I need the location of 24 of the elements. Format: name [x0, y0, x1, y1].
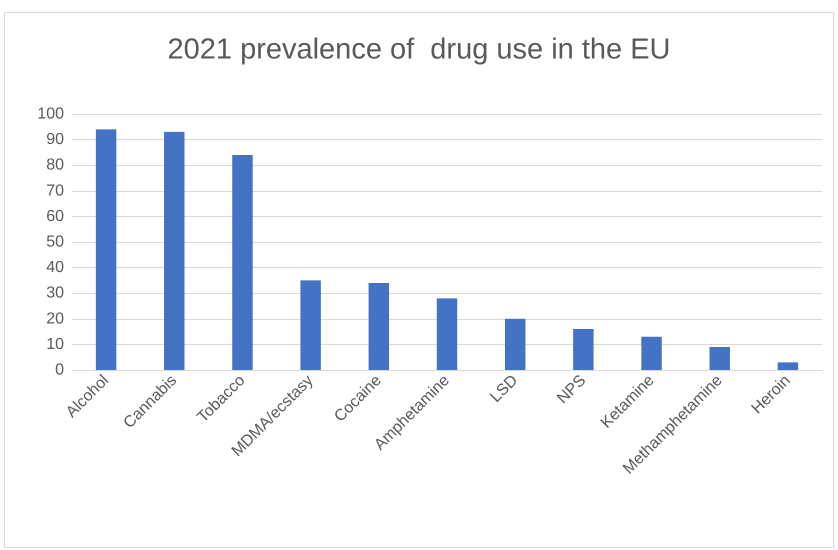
y-tick-label: 40 — [46, 259, 64, 276]
y-tick-label: 20 — [46, 310, 64, 328]
bar — [504, 318, 526, 370]
chart-title: 2021 prevalence of drug use in the EU — [168, 34, 670, 66]
x-tick-label: LSD — [487, 372, 522, 406]
y-tick-label: 60 — [46, 208, 64, 225]
y-tick-label: 50 — [46, 234, 64, 250]
bar — [232, 154, 253, 370]
y-tick-label: 90 — [46, 131, 64, 148]
bar — [96, 129, 116, 370]
bar — [641, 336, 662, 370]
y-tick-label: 30 — [46, 284, 64, 302]
bar — [778, 362, 798, 370]
y-tick-label: 10 — [46, 336, 64, 353]
y-tick-label: 70 — [46, 182, 64, 200]
bar — [300, 280, 321, 370]
y-tick-label: 80 — [46, 156, 64, 174]
y-tick-label: 0 — [55, 362, 64, 378]
bar — [436, 298, 458, 370]
bar — [368, 282, 390, 370]
bar — [164, 132, 184, 370]
bar — [573, 329, 594, 370]
y-tick-label: 100 — [37, 106, 64, 122]
bar — [710, 346, 730, 370]
